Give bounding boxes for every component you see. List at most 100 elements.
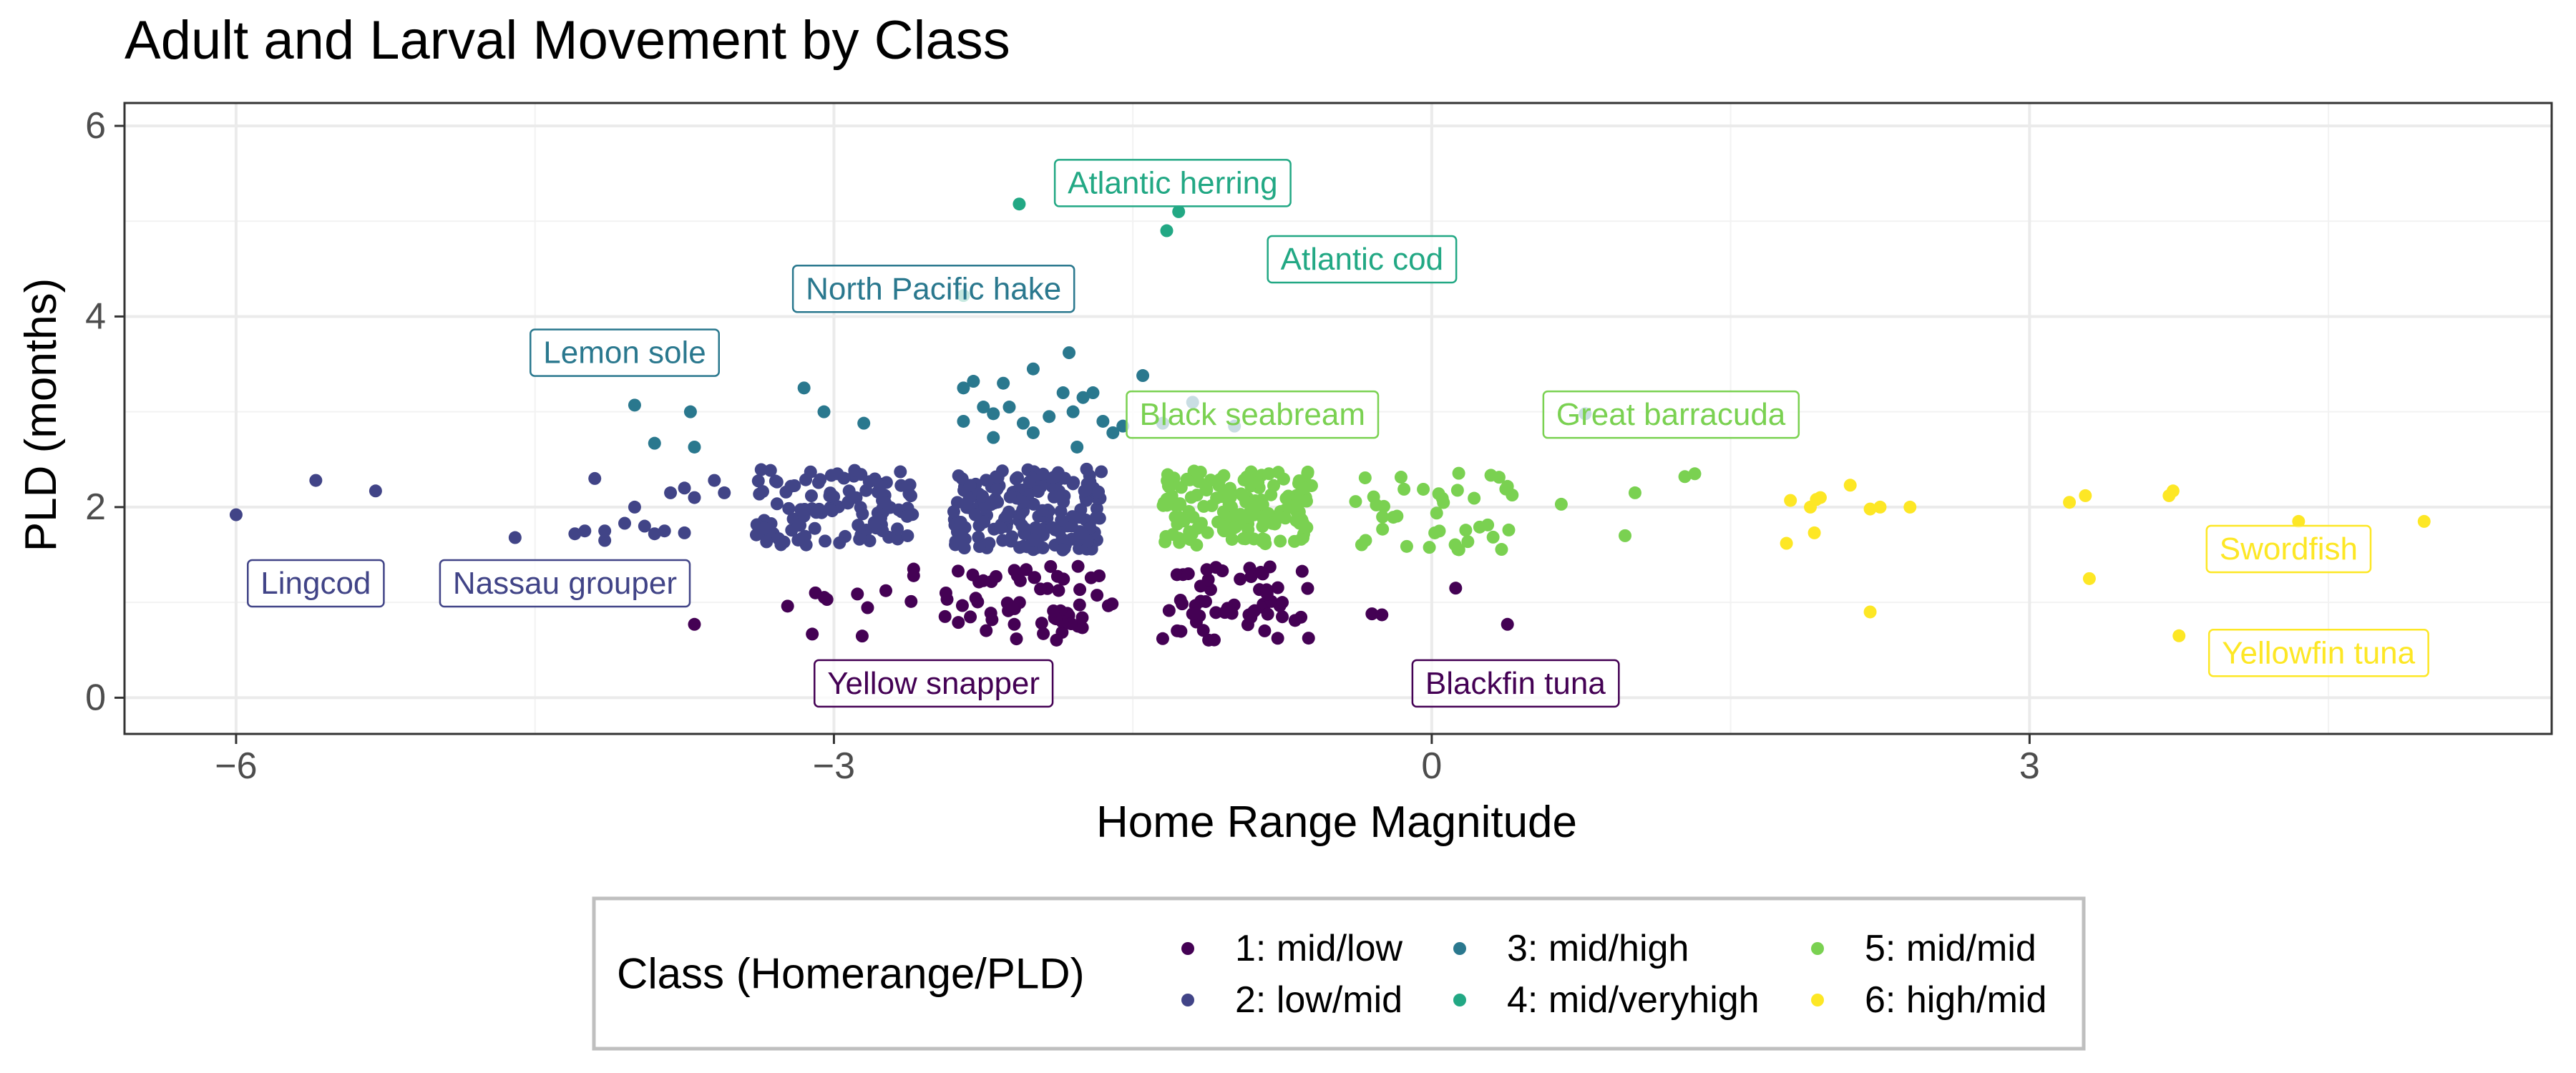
data-point (758, 521, 771, 535)
data-point (1486, 530, 1500, 544)
data-point (754, 463, 768, 476)
data-point (678, 526, 691, 539)
data-point (980, 624, 993, 637)
data-point (2079, 489, 2092, 502)
data-point (901, 529, 914, 542)
data-point (1495, 543, 1508, 557)
data-point (1172, 205, 1186, 218)
series-6-high-mid (1780, 479, 2431, 642)
data-point (1096, 414, 1110, 428)
data-point (1037, 627, 1050, 640)
data-point (1501, 617, 1514, 631)
data-point (1026, 362, 1040, 376)
data-point (1375, 608, 1389, 622)
data-point (1011, 471, 1025, 484)
data-point (797, 381, 811, 395)
data-point (1260, 587, 1274, 601)
data-point (1288, 614, 1302, 627)
data-point (774, 538, 788, 552)
data-point (2417, 514, 2431, 528)
data-point (1180, 472, 1194, 486)
data-point (1258, 533, 1272, 547)
data-point (1002, 401, 1016, 414)
series-1-mid-low (688, 559, 1514, 647)
x-tick-label: 0 (1421, 745, 1442, 787)
data-point (1091, 589, 1104, 602)
data-point (598, 534, 612, 547)
data-point (891, 532, 904, 546)
data-point (1225, 532, 1239, 546)
data-point (1055, 532, 1069, 546)
data-point (1073, 598, 1086, 612)
point-label-text: Nassau grouper (453, 566, 677, 601)
point-label: Nassau grouper (439, 559, 691, 608)
data-point (957, 542, 971, 555)
data-point (1210, 491, 1224, 505)
data-point (1194, 465, 1207, 479)
data-point (819, 534, 832, 548)
data-point (1358, 471, 1372, 484)
legend-key (1811, 942, 1824, 955)
data-point (1095, 465, 1108, 479)
data-point (1302, 632, 1315, 645)
data-point (1013, 574, 1027, 587)
data-point (1186, 607, 1199, 621)
data-point (1196, 624, 1210, 637)
point-label-text: Atlantic cod (1281, 242, 1443, 277)
data-point (628, 398, 641, 412)
data-point (688, 617, 701, 631)
data-point (1086, 386, 1100, 400)
data-point (806, 627, 819, 641)
data-point (1010, 632, 1023, 646)
data-point (1043, 410, 1056, 423)
data-point (1093, 511, 1106, 525)
data-point (811, 476, 825, 489)
data-point (1182, 529, 1196, 543)
data-point (1013, 197, 1026, 211)
data-point (957, 414, 970, 428)
data-point (1177, 514, 1191, 528)
data-point (1075, 526, 1088, 540)
data-point (817, 405, 831, 418)
data-point (1780, 536, 1793, 550)
data-point (976, 489, 990, 503)
data-point (1452, 466, 1465, 480)
x-tick-label: 3 (2019, 745, 2040, 787)
data-point (628, 500, 641, 514)
point-label-box (791, 265, 1075, 313)
point-label: Blackfin tuna (1411, 659, 1620, 708)
data-point (1813, 491, 1827, 504)
data-point (848, 464, 862, 477)
data-point (1003, 490, 1017, 504)
data-point (1294, 532, 1308, 546)
data-point (1070, 440, 1084, 454)
data-point (1078, 484, 1091, 498)
legend-label: 3: mid/high (1507, 928, 1689, 969)
legend-item: 1: mid/low (1181, 928, 1403, 969)
data-point (1044, 559, 1058, 573)
data-point (1036, 467, 1050, 481)
data-point (2063, 496, 2077, 509)
data-point (1050, 633, 1063, 647)
data-point (1184, 491, 1198, 504)
data-point (1073, 511, 1086, 524)
point-label: Great barracuda (1542, 390, 1800, 439)
data-point (977, 401, 990, 414)
data-point (987, 431, 1000, 444)
data-point (876, 524, 889, 538)
y-axis-title: PLD (months) (16, 278, 66, 552)
data-point (964, 610, 977, 624)
data-point (1481, 518, 1495, 531)
legend-key (1453, 994, 1466, 1006)
data-point (708, 474, 721, 487)
data-point (904, 594, 918, 608)
data-point (1029, 521, 1043, 534)
data-point (1031, 485, 1045, 499)
data-point (972, 519, 986, 532)
data-point (1628, 486, 1641, 499)
data-point (1182, 505, 1196, 519)
data-point (1276, 596, 1289, 609)
data-point (1619, 529, 1632, 542)
data-point (1903, 500, 1917, 514)
